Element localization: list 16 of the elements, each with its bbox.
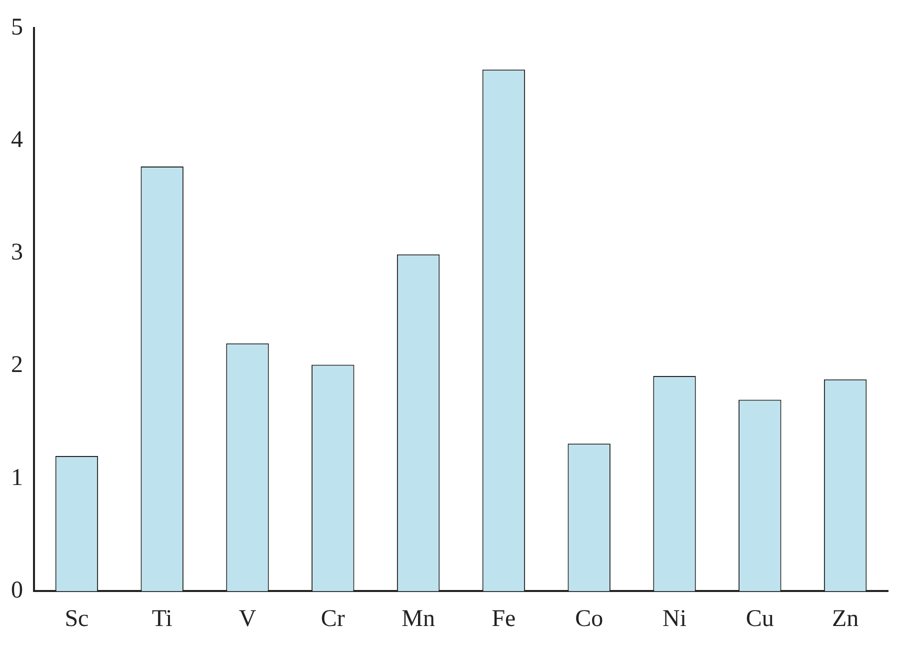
y-tick-label: 4: [11, 126, 23, 153]
x-tick-label: Cu: [746, 606, 774, 632]
x-tick-label: Ti: [152, 606, 173, 632]
y-tick-label: 3: [11, 240, 23, 266]
y-tick-label: 2: [11, 352, 23, 378]
x-tick-label: V: [238, 606, 257, 632]
x-tick-label: Cr: [320, 606, 345, 632]
x-tick-label: Sc: [64, 606, 89, 632]
x-tick-label: Zn: [832, 606, 859, 632]
x-tick-label: Ni: [662, 606, 687, 632]
x-tick-label: Mn: [402, 606, 435, 632]
y-tick-label: 5: [11, 14, 23, 40]
y-tick-label: 1: [11, 464, 23, 491]
x-tick-label: Co: [575, 606, 604, 632]
x-tick-label: Fe: [492, 606, 516, 632]
y-tick-label: 0: [11, 577, 23, 604]
